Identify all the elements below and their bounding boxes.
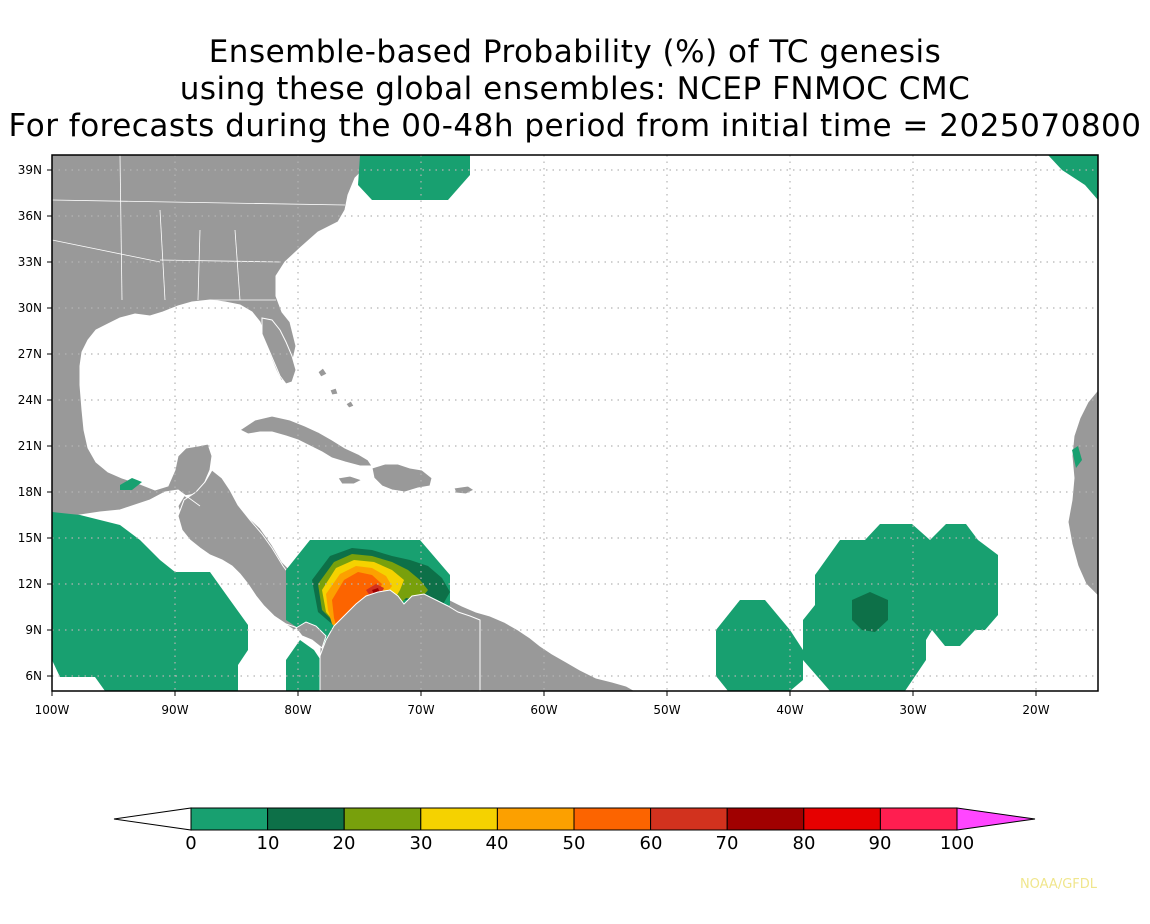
title-line-2: using these global ensembles: NCEP FNMOC… — [179, 71, 971, 107]
colorbar-tick-label: 20 — [333, 833, 356, 854]
colorbar-box — [726, 807, 805, 831]
hispaniola-land — [371, 463, 433, 493]
colorbar-boxes — [190, 807, 958, 831]
colorbar-box — [343, 807, 422, 831]
lat-label: 9N — [25, 623, 42, 637]
lon-label: 30W — [899, 703, 926, 717]
lat-label: 36N — [18, 209, 42, 223]
title-line-1: Ensemble-based Probability (%) of TC gen… — [208, 34, 942, 70]
colorbar-low-arrow — [113, 807, 192, 831]
map-area — [52, 155, 1098, 691]
colorbar-tick-label: 60 — [640, 833, 663, 854]
lat-label: 6N — [25, 669, 42, 683]
longitude-labels: 100W 90W 80W 70W 60W 50W 40W 30W 20W — [35, 703, 1050, 717]
lat-label: 33N — [18, 255, 42, 269]
credit-text: NOAA/GFDL — [1020, 877, 1098, 892]
latitude-labels: 39N 36N 33N 30N 27N 24N 21N 18N 15N 12N … — [18, 163, 42, 683]
colorbar-tick-label: 10 — [257, 833, 280, 854]
prob-region-10-20-east — [852, 592, 888, 632]
lat-label: 18N — [18, 485, 42, 499]
prob-region-bay-of-campeche — [120, 478, 142, 490]
lat-label: 21N — [18, 439, 42, 453]
colorbar-high-arrow — [956, 807, 1036, 831]
title-line-3: For forecasts during the 00-48h period f… — [8, 108, 1142, 144]
prob-region-far-northeast — [1048, 155, 1098, 200]
panama-land — [295, 621, 327, 649]
colorbar-box — [803, 807, 881, 831]
colorbar-tick-label: 40 — [486, 833, 509, 854]
colorbar-box — [879, 807, 958, 831]
prob-region-atlantic-north — [358, 155, 470, 200]
lat-label: 39N — [18, 163, 42, 177]
lat-label: 24N — [18, 393, 42, 407]
lon-label: 80W — [284, 703, 311, 717]
probability-contours — [52, 155, 1098, 691]
prob-region-pacific — [52, 512, 248, 691]
prob-region-atlantic-east — [803, 524, 998, 691]
tick-marks — [47, 169, 1037, 696]
lon-label: 100W — [35, 703, 70, 717]
lon-label: 60W — [530, 703, 557, 717]
prob-region-africa-coast — [1072, 446, 1082, 468]
prob-region-panama — [286, 640, 326, 691]
colorbar-box — [420, 807, 498, 831]
jamaica-land — [337, 475, 364, 485]
colorbar: 0 10 20 30 40 50 60 70 80 90 100 — [113, 807, 1036, 854]
lon-label: 50W — [653, 703, 680, 717]
political-borders — [52, 155, 346, 507]
colorbar-box — [573, 807, 652, 831]
colorbar-box — [496, 807, 575, 831]
colorbar-tick-label: 70 — [716, 833, 739, 854]
lon-label: 40W — [776, 703, 803, 717]
lon-label: 20W — [1022, 703, 1049, 717]
lat-label: 15N — [18, 531, 42, 545]
land-overlay — [295, 589, 481, 691]
lat-label: 12N — [18, 577, 42, 591]
colorbar-tick-label: 100 — [940, 833, 974, 854]
land-masses — [52, 155, 1098, 691]
colorbar-box — [267, 807, 345, 831]
colorbar-tick-label: 90 — [869, 833, 892, 854]
lon-label: 70W — [407, 703, 434, 717]
colorbar-tick-label: 30 — [410, 833, 433, 854]
colorbar-tick-label: 50 — [563, 833, 586, 854]
lon-label: 90W — [161, 703, 188, 717]
colombia-venezuela-land — [319, 589, 481, 691]
colorbar-box — [190, 807, 269, 831]
bahamas-land — [317, 367, 355, 409]
colorbar-labels: 0 10 20 30 40 50 60 70 80 90 100 — [185, 833, 974, 854]
map-frame — [51, 154, 1099, 692]
colorbar-box — [650, 807, 728, 831]
colorbar-tick-label: 0 — [185, 833, 196, 854]
grid-lines — [52, 155, 1098, 691]
lat-label: 30N — [18, 301, 42, 315]
lat-label: 27N — [18, 347, 42, 361]
colorbar-tick-label: 80 — [793, 833, 816, 854]
florida-land — [261, 317, 297, 385]
prob-region-atlantic-west — [716, 600, 803, 691]
